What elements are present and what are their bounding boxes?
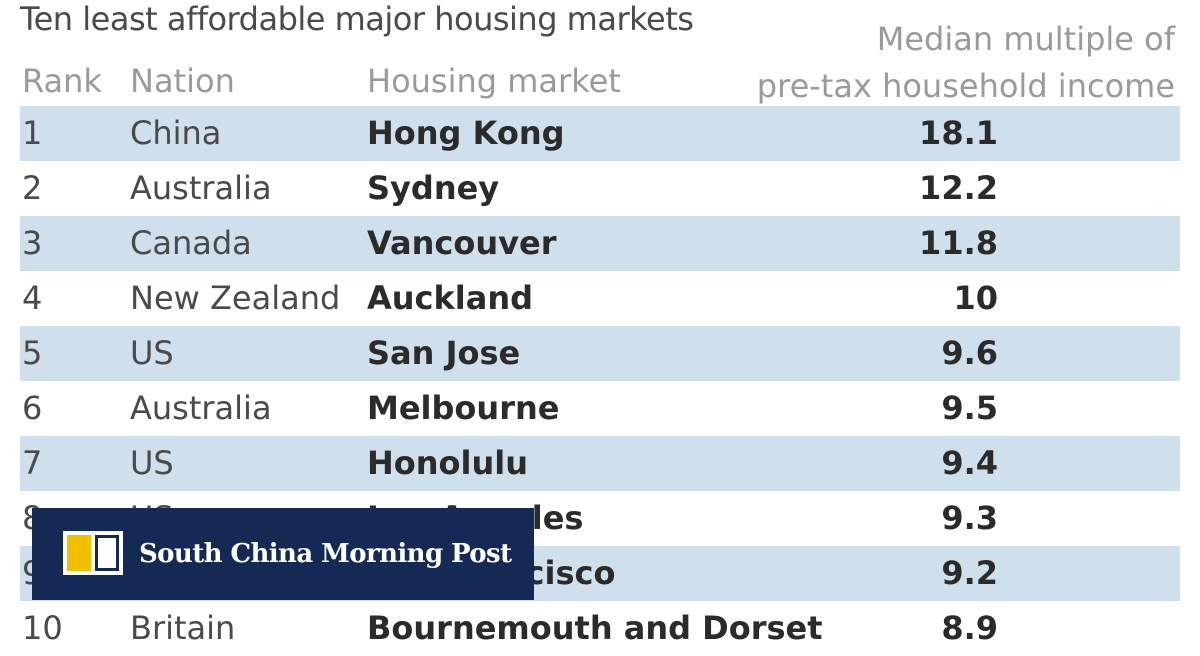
- value-cell: 9.2: [941, 554, 998, 592]
- metric-column-header: Median multiple of pre-tax household inc…: [757, 16, 1175, 110]
- rank-cell: 4: [22, 279, 43, 317]
- market-cell: Auckland: [367, 279, 534, 317]
- nation-cell: Australia: [130, 169, 272, 207]
- nation-column-header: Nation: [130, 62, 235, 100]
- rank-cell: 6: [22, 389, 43, 427]
- metric-header-line2: pre-tax household income: [756, 67, 1175, 105]
- market-cell: San Jose: [367, 334, 521, 372]
- rank-cell: 7: [22, 444, 43, 482]
- nation-cell: Canada: [130, 224, 252, 262]
- rank-cell: 5: [22, 334, 43, 372]
- nation-cell: Britain: [130, 609, 236, 647]
- brand-name: South China Morning Post: [139, 539, 512, 569]
- nation-cell: US: [130, 334, 174, 372]
- value-cell: 9.6: [941, 334, 998, 372]
- table-row: 10 Britain Bournemouth and Dorset 8.9: [20, 601, 1180, 656]
- rank-cell: 1: [22, 114, 43, 152]
- table-row: 2 Australia Sydney 12.2: [20, 161, 1180, 216]
- value-cell: 8.9: [941, 609, 998, 647]
- value-cell: 9.5: [941, 389, 998, 427]
- market-cell: Bournemouth and Dorset: [367, 609, 823, 647]
- market-cell: Hong Kong: [367, 114, 565, 152]
- metric-header-line1: Median multiple of: [876, 20, 1175, 58]
- rank-cell: 2: [22, 169, 43, 207]
- nation-cell: Australia: [130, 389, 272, 427]
- value-cell: 9.4: [941, 444, 998, 482]
- table-row: 6 Australia Melbourne 9.5: [20, 381, 1180, 436]
- rank-cell: 3: [22, 224, 43, 262]
- nation-cell: US: [130, 444, 174, 482]
- nation-cell: New Zealand: [130, 279, 341, 317]
- market-cell: Melbourne: [367, 389, 560, 427]
- market-cell: Vancouver: [367, 224, 557, 262]
- value-cell: 11.8: [919, 224, 998, 262]
- table-row: 4 New Zealand Auckland 10: [20, 271, 1180, 326]
- rank-column-header: Rank: [22, 62, 102, 100]
- value-cell: 10: [953, 279, 998, 317]
- chart-title: Ten least affordable major housing marke…: [20, 0, 694, 38]
- market-column-header: Housing market: [367, 62, 621, 100]
- value-cell: 9.3: [941, 499, 998, 537]
- market-cell: Honolulu: [367, 444, 529, 482]
- table-row: 7 US Honolulu 9.4: [20, 436, 1180, 491]
- market-cell: Sydney: [367, 169, 500, 207]
- value-cell: 12.2: [919, 169, 998, 207]
- value-cell: 18.1: [919, 114, 998, 152]
- scmp-logo-icon: [63, 531, 123, 575]
- table-row: 1 China Hong Kong 18.1: [20, 106, 1180, 161]
- table-row: 5 US San Jose 9.6: [20, 326, 1180, 381]
- table-row: 3 Canada Vancouver 11.8: [20, 216, 1180, 271]
- rank-cell: 10: [22, 609, 63, 647]
- brand-banner: South China Morning Post: [32, 508, 534, 600]
- nation-cell: China: [130, 114, 222, 152]
